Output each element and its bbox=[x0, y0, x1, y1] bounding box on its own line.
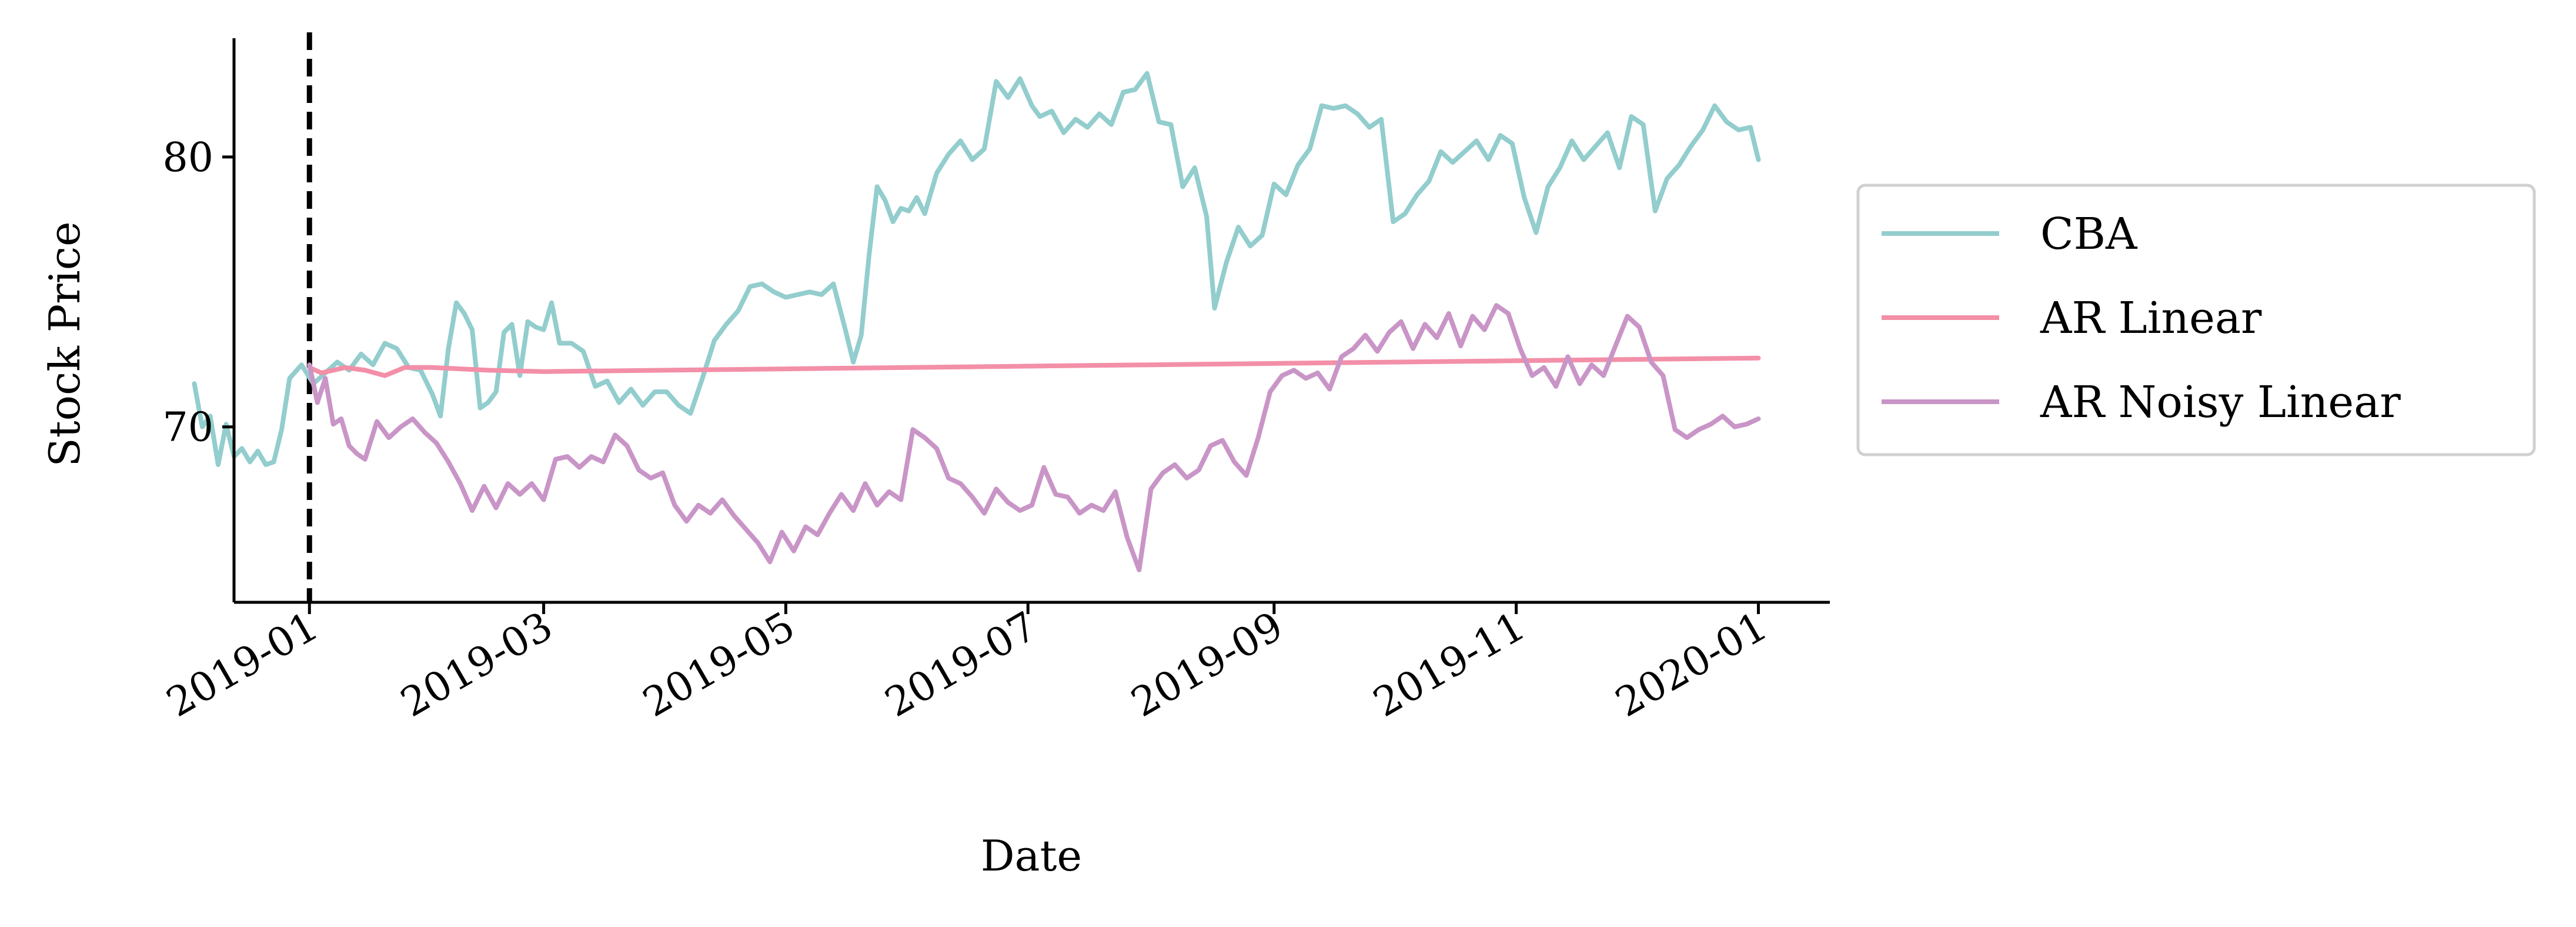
x-tick-label: 2019-01 bbox=[159, 603, 326, 726]
y-tick-label: 70 bbox=[162, 405, 213, 451]
x-tick-label: 2019-05 bbox=[636, 603, 803, 726]
legend-frame bbox=[1856, 184, 2536, 456]
x-tick-label: 2019-11 bbox=[1366, 603, 1533, 726]
legend-label: AR Linear bbox=[2040, 293, 2262, 344]
x-tick-label: 2020-01 bbox=[1608, 603, 1775, 726]
plot-marks bbox=[192, 32, 1761, 602]
legend: CBA AR Linear AR Noisy Linear bbox=[1856, 184, 2536, 456]
x-tick-label: 2019-07 bbox=[878, 603, 1045, 726]
y-axis-label: Stock Price bbox=[40, 221, 89, 466]
x-tick-label: 2019-03 bbox=[393, 603, 560, 726]
series-line-ar-linear bbox=[307, 355, 1761, 378]
y-tick-label: 80 bbox=[162, 135, 213, 181]
x-axis-label: Date bbox=[981, 831, 1082, 881]
legend-label: AR Noisy Linear bbox=[2040, 377, 2401, 428]
series-line-ar-noisy-linear bbox=[307, 303, 1761, 572]
legend-label: CBA bbox=[2040, 209, 2138, 259]
series-line-cba bbox=[192, 71, 1761, 467]
x-tick-label: 2019-09 bbox=[1124, 603, 1291, 726]
